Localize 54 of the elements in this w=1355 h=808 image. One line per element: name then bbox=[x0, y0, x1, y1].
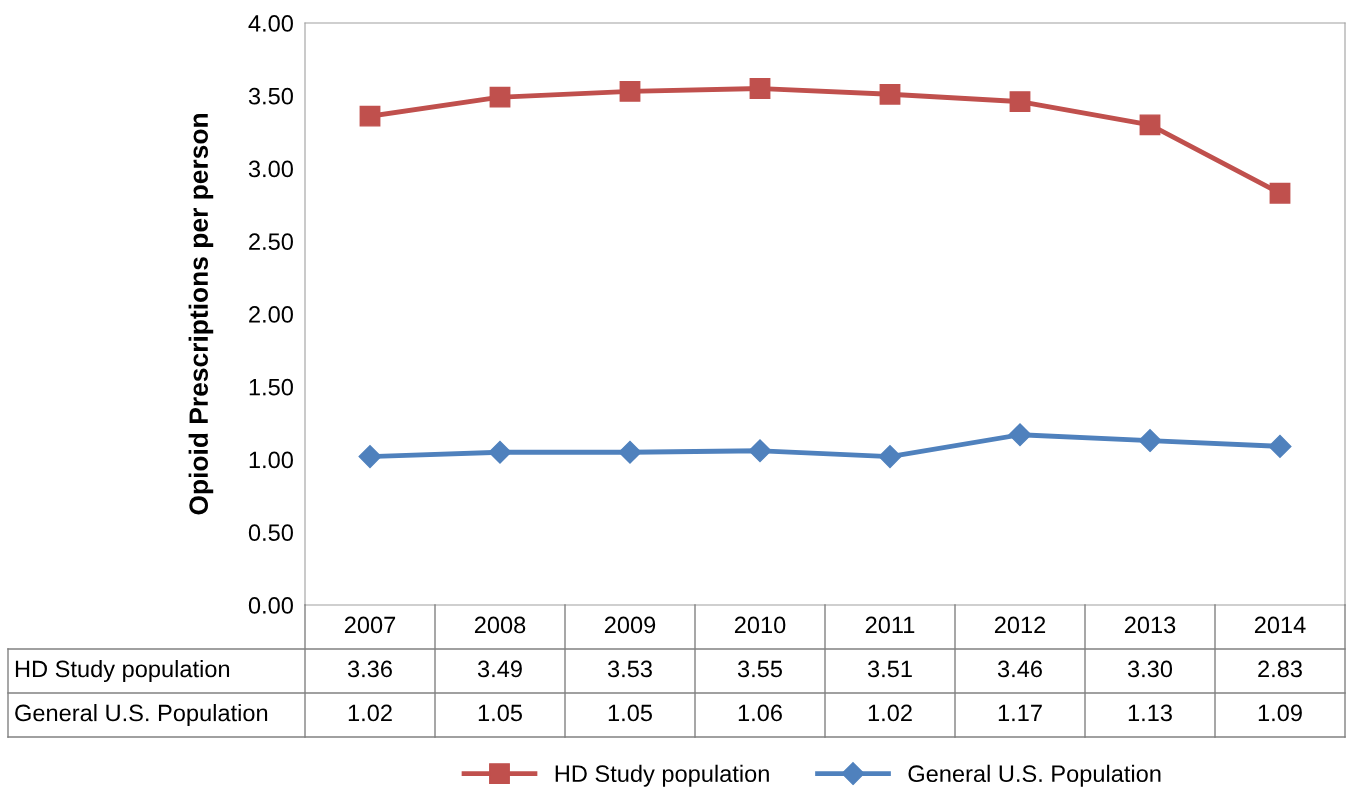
x-tick-label: 2014 bbox=[1254, 616, 1306, 634]
legend-label: General U.S. Population bbox=[908, 764, 1161, 787]
data-label: 3.49 bbox=[477, 660, 522, 678]
point bbox=[1138, 429, 1162, 453]
point bbox=[878, 445, 902, 469]
point bbox=[748, 439, 772, 463]
x-tick-label: 2009 bbox=[604, 616, 656, 634]
y-tick-label: 0.50 bbox=[248, 524, 293, 542]
x-tick-label: 2008 bbox=[474, 616, 526, 634]
data-label: 1.02 bbox=[868, 704, 912, 722]
x-tick-label: 2011 bbox=[865, 616, 915, 634]
y-tick-label: 3.00 bbox=[248, 160, 293, 178]
point bbox=[1009, 91, 1031, 112]
data-label: 3.55 bbox=[737, 660, 782, 678]
y-tick-label: 1.50 bbox=[249, 378, 293, 396]
data-label: 1.02 bbox=[348, 704, 392, 722]
text: HD Study population bbox=[15, 659, 230, 682]
point bbox=[1269, 182, 1291, 204]
data-label: 1.17 bbox=[998, 704, 1042, 722]
point bbox=[1008, 423, 1032, 447]
point bbox=[619, 80, 641, 102]
y-tick-label: 1.00 bbox=[249, 451, 293, 469]
point bbox=[489, 86, 511, 108]
point bbox=[358, 445, 382, 469]
data-label: 1.13 bbox=[1128, 704, 1172, 722]
y-tick-label: 2.50 bbox=[249, 233, 293, 251]
data-label: 1.05 bbox=[608, 704, 652, 722]
legend-label: HD Study population bbox=[555, 764, 769, 787]
data-label: 1.09 bbox=[1258, 704, 1302, 722]
point bbox=[488, 440, 512, 464]
data-label: 2.83 bbox=[1258, 660, 1302, 678]
y-tick-label: 3.50 bbox=[248, 87, 293, 105]
y-axis-title: Opioid Prescriptions per person bbox=[188, 114, 214, 515]
x-tick-label: 2012 bbox=[994, 616, 1046, 634]
data-label: 3.46 bbox=[997, 660, 1042, 678]
point bbox=[749, 78, 771, 99]
y-tick-label: 2.00 bbox=[249, 306, 293, 323]
data-label: 1.05 bbox=[478, 704, 522, 722]
y-tick-label: 0.00 bbox=[248, 597, 293, 614]
point bbox=[359, 105, 381, 127]
point bbox=[879, 83, 901, 105]
data-label: 3.51 bbox=[867, 660, 912, 678]
point bbox=[1268, 434, 1292, 458]
point bbox=[618, 440, 642, 464]
data-label: 3.30 bbox=[1127, 660, 1173, 678]
data-label: 3.53 bbox=[607, 660, 652, 678]
y-tick-label: 4.00 bbox=[248, 15, 293, 32]
x-tick-label: 2013 bbox=[1124, 616, 1176, 634]
point bbox=[1139, 114, 1161, 136]
x-tick-label: 2007 bbox=[344, 616, 396, 634]
data-label: 3.36 bbox=[347, 660, 392, 678]
x-tick-label: 2010 bbox=[734, 616, 786, 634]
text: General U.S. Population bbox=[15, 703, 268, 727]
data-label: 1.06 bbox=[738, 704, 782, 722]
